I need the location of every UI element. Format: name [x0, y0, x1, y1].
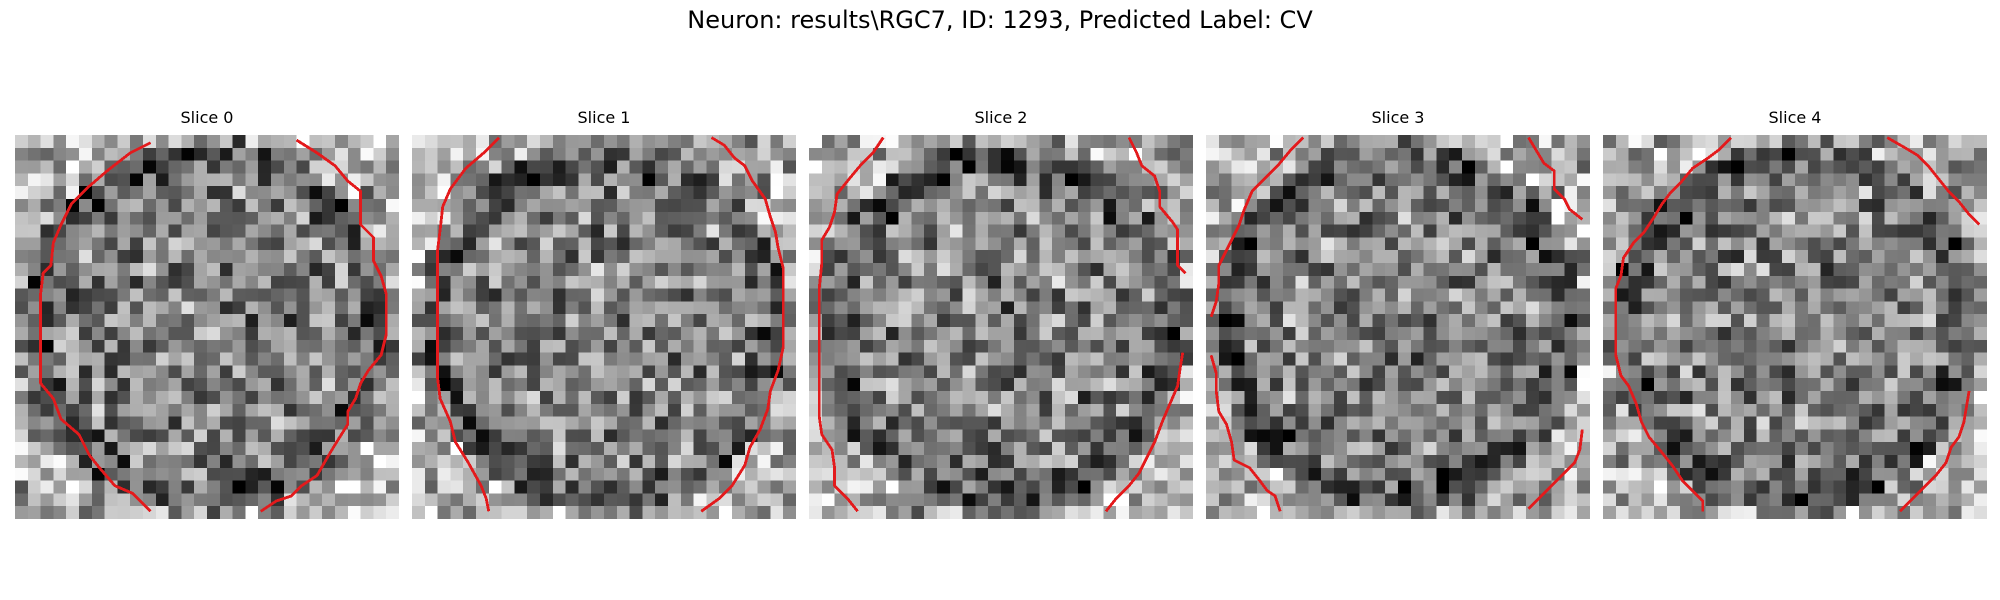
cell-contour-bottom-right-4: [1898, 390, 1971, 513]
cell-contour-bottom-right-3: [1527, 429, 1584, 510]
slice-panel-4: Slice 4: [1603, 105, 1987, 519]
cell-contour-left-4: [1614, 136, 1732, 512]
cell-contour-right-2: [1127, 136, 1187, 275]
slice-image-3: [1206, 135, 1590, 519]
cell-contour-left-3: [1209, 136, 1305, 318]
cell-contour-right-3: [1527, 136, 1584, 221]
cell-contour-right-4: [1886, 136, 1981, 226]
slice-title-1: Slice 1: [577, 108, 631, 127]
cell-contour-bottom-2: [1104, 352, 1185, 513]
slice-title-0: Slice 0: [180, 108, 234, 127]
slice-panel-1: Slice 1: [412, 105, 796, 519]
cell-contour-right-0: [259, 138, 388, 513]
cell-contour-left-2: [817, 136, 885, 513]
slice-image-2: [809, 135, 1193, 519]
slice-title-2: Slice 2: [974, 108, 1028, 127]
figure-title: Neuron: results\RGC7, ID: 1293, Predicte…: [687, 6, 1313, 34]
slice-image-1: [412, 135, 796, 519]
cell-contour-left-1: [436, 136, 501, 512]
slice-title-4: Slice 4: [1768, 108, 1822, 127]
cell-contour-left-0: [39, 141, 152, 513]
slice-panel-0: Slice 0: [15, 105, 399, 519]
slice-image-0: [15, 135, 399, 519]
cell-contour-right-1: [700, 136, 785, 513]
slice-image-4: [1603, 135, 1987, 519]
slice-panel-2: Slice 2: [809, 105, 1193, 519]
slice-title-3: Slice 3: [1371, 108, 1425, 127]
cell-contour-left-bottom-3: [1209, 354, 1282, 512]
slice-panel-3: Slice 3: [1206, 105, 1590, 519]
